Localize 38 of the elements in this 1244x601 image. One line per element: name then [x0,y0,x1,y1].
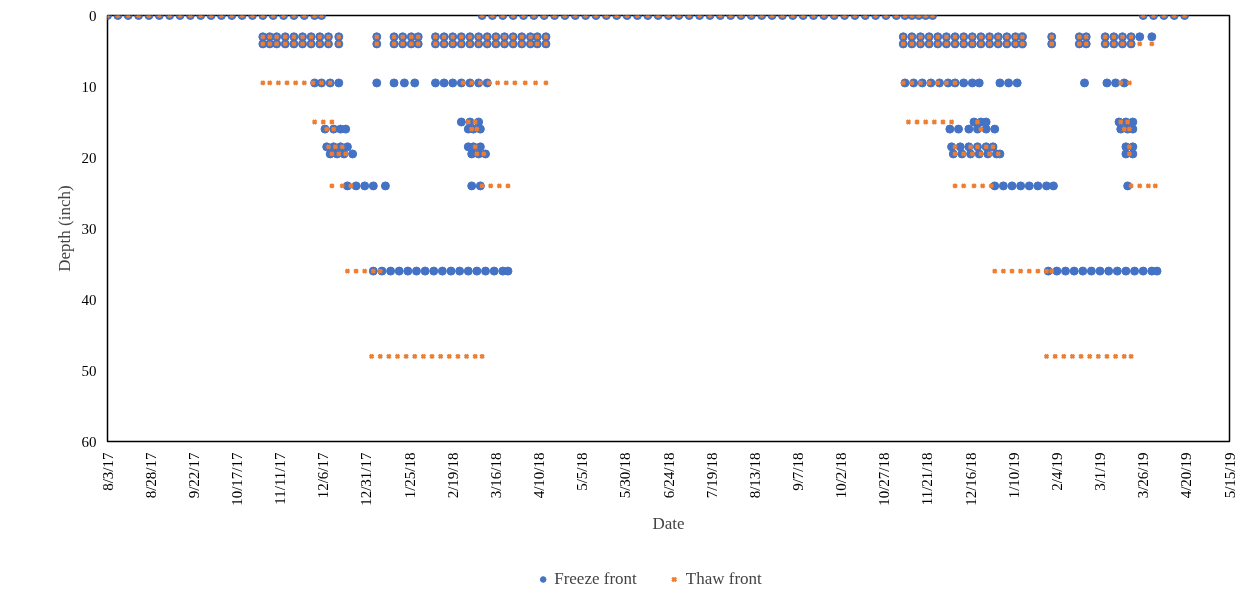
x-tick-label: 4/10/18 [531,452,548,499]
y-tick-label: 30 [81,220,97,237]
x-tick-label: 9/7/18 [789,452,806,491]
x-axis-title: Date [652,513,685,533]
x-tick-label: 11/21/18 [919,452,936,506]
x-tick-label: 2/4/19 [1048,452,1065,491]
x-tick-label: 11/11/17 [272,452,289,505]
x-tick-label: 3/1/19 [1092,452,1109,491]
y-tick-label: 60 [81,433,97,450]
x-tick-label: 10/2/18 [833,452,850,499]
x-tick-label: 12/16/18 [962,452,979,506]
x-tick-label: 1/10/19 [1005,452,1022,499]
x-tick-label: 7/19/18 [703,452,720,499]
y-tick-label: 50 [81,362,97,379]
x-tick-label: 5/30/18 [617,452,634,499]
x-tick-label: 9/22/17 [185,452,202,499]
x-tick-label: 12/6/17 [315,452,332,499]
x-tick-label: 4/20/19 [1178,452,1195,499]
x-tick-label: 10/17/17 [228,452,245,506]
y-tick-label: 20 [81,149,97,166]
x-tick-label: 5/15/19 [1221,452,1238,499]
y-tick-label: 0 [89,7,97,24]
y-tick-label: 40 [81,291,97,308]
legend-label: Freeze front [554,568,637,589]
x-tick-label: 5/5/18 [574,452,591,491]
x-tick-label: 3/16/18 [487,452,504,499]
x-tick-label: 12/31/17 [358,452,375,506]
legend-label: Thaw front [685,568,762,589]
y-axis-title: Depth (inch) [54,185,74,272]
y-tick-label: 10 [81,78,97,95]
x-tick-label: 6/24/18 [660,452,677,499]
x-tick-label: 2/19/18 [444,452,461,499]
x-tick-label: 1/25/18 [401,452,418,499]
x-tick-label: 8/3/17 [99,452,116,491]
x-tick-label: 10/27/18 [876,452,893,506]
x-tick-label: 3/26/19 [1135,452,1152,499]
x-tick-label: 8/28/17 [142,452,159,499]
x-tick-label: 8/13/18 [746,452,763,499]
